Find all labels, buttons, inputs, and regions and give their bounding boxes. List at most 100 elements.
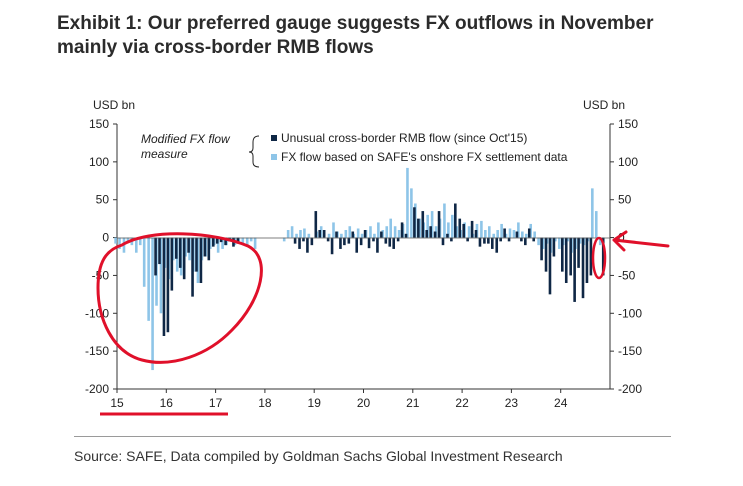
bar-safe-settlement — [307, 233, 311, 238]
bar-cross-border-rmb — [191, 237, 194, 297]
bar-cross-border-rmb — [437, 211, 441, 238]
x-tick-label: 19 — [308, 396, 322, 410]
bar-cross-border-rmb — [293, 237, 297, 244]
bar-cross-border-rmb — [166, 237, 170, 333]
bar-cross-border-rmb — [466, 237, 469, 242]
bar-safe-settlement — [443, 203, 446, 238]
handwritten-annotations — [96, 230, 670, 416]
title-line-2: mainly via cross-border RMB flows — [57, 37, 374, 58]
bar-safe-settlement — [598, 237, 602, 246]
y-tick-label-left: -100 — [85, 306, 109, 320]
bar-cross-border-rmb — [326, 237, 330, 242]
bar-safe-settlement — [504, 233, 508, 238]
bar-safe-settlement — [430, 211, 434, 238]
bar-safe-settlement — [184, 237, 187, 257]
bar-cross-border-rmb — [310, 237, 314, 246]
bar-cross-border-rmb — [376, 237, 379, 253]
bar-safe-settlement — [245, 237, 249, 247]
bar-safe-settlement — [147, 237, 150, 321]
right-unit-label: USD bn — [583, 98, 625, 112]
bar-safe-settlement — [142, 237, 146, 287]
bar-safe-settlement — [369, 226, 372, 238]
bar-cross-border-rmb — [335, 231, 338, 238]
bar-cross-border-rmb — [515, 231, 519, 238]
bar-cross-border-rmb — [548, 237, 552, 295]
bar-safe-settlement — [578, 237, 582, 244]
bar-cross-border-rmb — [396, 237, 400, 242]
bar-safe-settlement — [196, 237, 200, 283]
bar-safe-settlement — [492, 233, 496, 238]
red-oval-annotation — [591, 236, 607, 280]
legend-swatch-light — [271, 154, 277, 160]
bar-safe-settlement — [385, 226, 389, 238]
bar-cross-border-rmb — [154, 237, 157, 276]
bar-safe-settlement — [467, 226, 471, 238]
bar-safe-settlement — [554, 237, 557, 242]
bar-safe-settlement — [360, 233, 364, 238]
x-tick-label: 18 — [258, 396, 272, 410]
bar-cross-border-rmb — [174, 237, 178, 259]
bar-safe-settlement — [521, 231, 524, 238]
bar-safe-settlement — [151, 237, 154, 371]
bar-cross-border-rmb — [363, 230, 367, 238]
bar-safe-settlement — [171, 237, 175, 261]
bar-safe-settlement — [524, 233, 528, 238]
bar-cross-border-rmb — [343, 237, 346, 246]
y-tick-label-right: -200 — [618, 382, 642, 396]
bar-cross-border-rmb — [527, 228, 531, 238]
bar-cross-border-rmb — [219, 237, 223, 243]
bar-safe-settlement — [397, 230, 401, 238]
bar-safe-settlement — [484, 230, 487, 238]
bar-cross-border-rmb — [339, 237, 342, 249]
bar-cross-border-rmb — [577, 237, 580, 268]
bar-safe-settlement — [356, 228, 360, 238]
y-tick-label-left: 100 — [89, 155, 109, 169]
x-tick-label: 17 — [209, 396, 223, 410]
bar-cross-border-rmb — [429, 226, 432, 238]
y-tick-label-left: -50 — [92, 268, 110, 282]
bar-cross-border-rmb — [199, 237, 203, 283]
legend-label-dark: Unusual cross-border RMB flow (since Oct… — [281, 131, 527, 145]
bar-safe-settlement — [487, 226, 491, 238]
bar-safe-settlement — [496, 230, 499, 238]
bar-cross-border-rmb — [524, 237, 527, 246]
bar-cross-border-rmb — [347, 237, 351, 244]
bar-cross-border-rmb — [483, 237, 486, 244]
y-tick-label-left: -200 — [85, 382, 109, 396]
exhibit-title: Exhibit 1: Our preferred gauge suggests … — [57, 12, 697, 60]
bar-cross-border-rmb — [392, 237, 395, 249]
bar-cross-border-rmb — [454, 203, 457, 238]
bar-cross-border-rmb — [421, 211, 425, 238]
bar-cross-border-rmb — [355, 237, 359, 253]
bar-safe-settlement — [290, 226, 294, 238]
bar-safe-settlement — [282, 237, 286, 242]
red-arrow-annotation — [612, 230, 670, 252]
bar-safe-settlement — [541, 237, 545, 249]
bar-cross-border-rmb — [367, 237, 371, 249]
bar-cross-border-rmb — [573, 237, 576, 302]
bar-cross-border-rmb — [450, 237, 453, 242]
bars-layer — [114, 167, 605, 371]
bar-cross-border-rmb — [318, 230, 322, 238]
bar-safe-settlement — [299, 230, 302, 238]
legend: Modified FX flow measure Unusual cross-b… — [141, 131, 568, 168]
bar-cross-border-rmb — [581, 237, 585, 299]
x-tick-label: 23 — [505, 396, 519, 410]
bar-cross-border-rmb — [170, 237, 174, 291]
bar-cross-border-rmb — [400, 222, 404, 238]
bar-safe-settlement — [138, 237, 142, 246]
bar-cross-border-rmb — [552, 237, 556, 257]
bar-cross-border-rmb — [330, 237, 334, 255]
bar-safe-settlement — [537, 237, 540, 246]
bar-cross-border-rmb — [215, 237, 219, 244]
bar-safe-settlement — [558, 237, 561, 249]
bar-cross-border-rmb — [306, 237, 309, 253]
bar-cross-border-rmb — [462, 223, 465, 238]
bar-cross-border-rmb — [314, 211, 318, 238]
left-unit-label: USD bn — [93, 98, 135, 112]
bar-safe-settlement — [319, 226, 323, 238]
legend-group-label-line-1: Modified FX flow — [141, 132, 231, 146]
bar-safe-settlement — [159, 237, 163, 314]
bar-safe-settlement — [389, 218, 392, 238]
bar-safe-settlement — [286, 230, 290, 238]
